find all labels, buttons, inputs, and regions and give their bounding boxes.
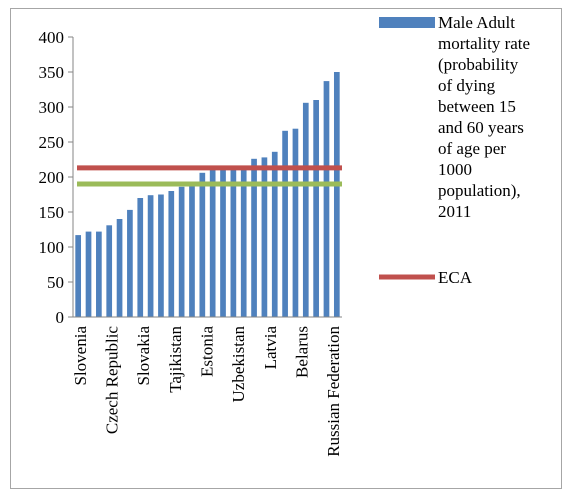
- bar: [271, 151, 278, 317]
- x-axis-labels: Slovenia Czech Republic Slovakia Tajikistan…: [71, 326, 343, 457]
- legend-label-eca: ECA: [438, 268, 473, 287]
- bar: [178, 186, 185, 317]
- x-tick-label: Czech Republic: [103, 326, 122, 435]
- y-tick-label: 200: [39, 168, 65, 187]
- y-tick-label: 250: [39, 133, 65, 152]
- bar: [220, 168, 226, 317]
- bars: [75, 72, 340, 317]
- reference-lines: [77, 165, 342, 187]
- bar: [127, 209, 133, 317]
- y-axis-ticks: 0 50 100 150 200 250 300 350 400: [39, 28, 73, 327]
- bar: [323, 81, 330, 317]
- bar: [96, 231, 102, 317]
- y-tick-label: 400: [39, 28, 65, 47]
- y-tick-label: 300: [39, 98, 65, 117]
- y-tick-label: 100: [39, 238, 65, 257]
- bar: [158, 194, 164, 317]
- bar: [137, 198, 144, 317]
- x-tick-label: Uzbekistan: [229, 326, 248, 403]
- x-tick-label: Latvia: [261, 326, 280, 370]
- x-tick-label: Slovakia: [134, 326, 153, 386]
- legend: Male Adult mortality rate (probability o…: [379, 13, 534, 287]
- x-tick-label: Estonia: [198, 326, 217, 377]
- bar: [282, 130, 288, 317]
- bar: [147, 195, 154, 317]
- y-tick-label: 350: [39, 63, 65, 82]
- bar: [168, 191, 175, 317]
- bar: [251, 158, 257, 317]
- x-tick-label: Tajikistan: [166, 326, 185, 393]
- bar: [106, 225, 113, 317]
- x-tick-label: Belarus: [292, 326, 311, 378]
- bar: [333, 72, 340, 317]
- bar: [302, 102, 309, 317]
- x-tick-label: Slovenia: [71, 326, 90, 386]
- bar: [209, 170, 216, 317]
- y-tick-label: 0: [56, 308, 65, 327]
- bar: [313, 100, 319, 317]
- bar: [240, 166, 247, 317]
- bar: [292, 128, 299, 317]
- bar: [230, 167, 237, 317]
- legend-label-bars: Male Adult mortality rate (probability o…: [438, 13, 534, 221]
- legend-swatch-bars: [379, 17, 435, 28]
- y-tick-label: 50: [47, 273, 64, 292]
- y-tick-label: 150: [39, 203, 65, 222]
- x-tick-label: Russian Federation: [324, 326, 343, 457]
- bar: [75, 235, 82, 317]
- bar: [199, 172, 206, 317]
- bar: [261, 157, 268, 317]
- bar: [85, 231, 92, 317]
- bar: [116, 219, 123, 317]
- bar: [189, 184, 195, 317]
